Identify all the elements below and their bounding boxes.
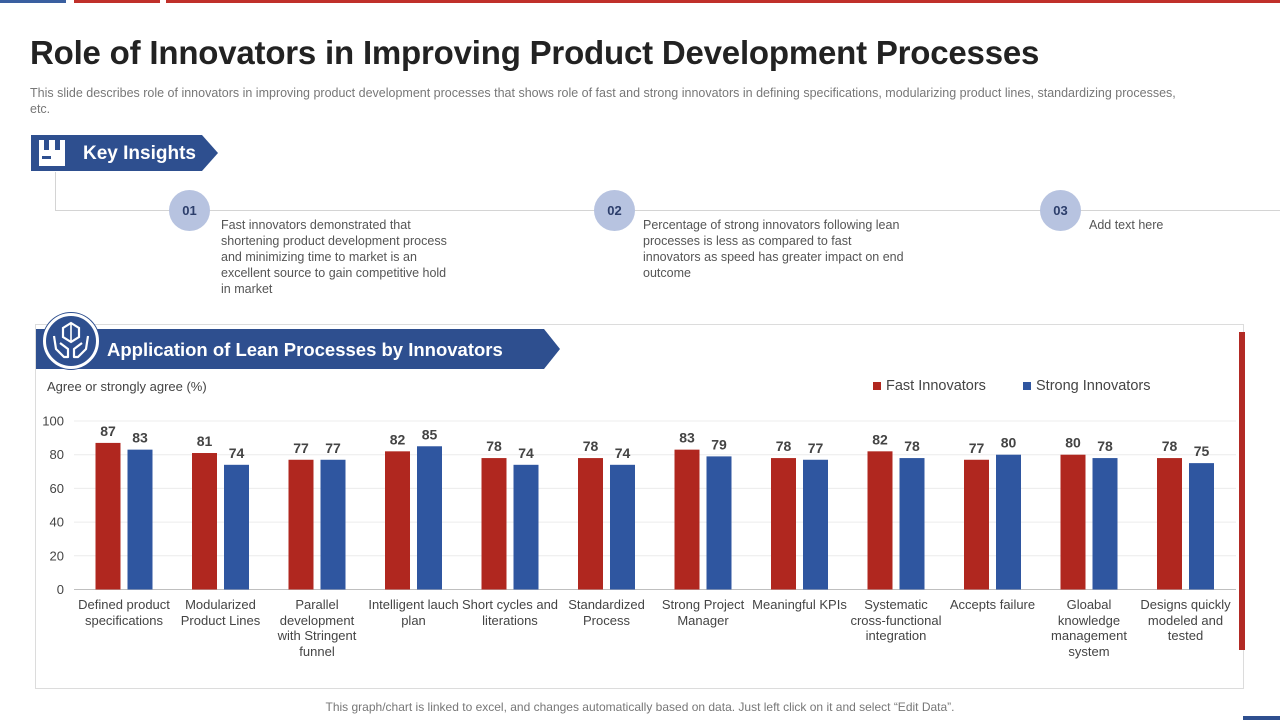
footer-note: This graph/chart is linked to excel, and… bbox=[325, 700, 955, 714]
top-accent-bar bbox=[74, 0, 160, 3]
x-tick-label: Designs quickly modeled and tested bbox=[1140, 597, 1231, 643]
hands-icon bbox=[43, 313, 99, 369]
x-tick-label: Accepts failure bbox=[949, 597, 1036, 612]
legend-label-fast: Fast Innovators bbox=[886, 378, 986, 394]
corner-accent bbox=[1243, 716, 1280, 720]
legend-fast: Fast Innovators bbox=[873, 378, 986, 394]
page-subtitle: This slide describes role of innovators … bbox=[30, 86, 1176, 116]
y-axis-label: Agree or strongly agree (%) bbox=[47, 379, 207, 394]
legend-strong: Strong Innovators bbox=[1023, 378, 1150, 394]
top-accent-bar bbox=[0, 0, 66, 3]
x-tick-label: Parallel development with Stringent funn… bbox=[277, 597, 357, 659]
insight-text-02: Percentage of strong innovators followin… bbox=[643, 218, 904, 280]
x-tick-label: Gloabal knowledge management system bbox=[1051, 597, 1127, 659]
x-tick-label: Meaningful KPIs bbox=[752, 597, 847, 612]
chart-side-accent bbox=[1239, 332, 1245, 650]
legend-swatch-strong bbox=[1023, 382, 1031, 390]
legend-label-strong: Strong Innovators bbox=[1036, 378, 1151, 394]
insight-text-03: Add text here bbox=[1089, 218, 1164, 232]
x-tick-label: Strong Project Manager bbox=[661, 597, 745, 628]
page-title: Role of Innovators in Improving Product … bbox=[30, 34, 1040, 71]
key-insights-label: Key Insights bbox=[83, 143, 196, 164]
lean-processes-banner: Application of Lean Processes by Innovat… bbox=[36, 329, 560, 369]
x-tick-label: Standardized Process bbox=[568, 597, 645, 628]
legend-swatch-fast bbox=[873, 382, 881, 390]
lean-processes-label: Application of Lean Processes by Innovat… bbox=[107, 339, 503, 360]
x-tick-label: Modularized Product Lines bbox=[180, 597, 261, 628]
insight-number-01: 01 bbox=[169, 190, 210, 231]
package-icon bbox=[37, 138, 67, 168]
insight-number-02: 02 bbox=[594, 190, 635, 231]
top-accent-bar bbox=[166, 0, 1280, 3]
x-tick-label: Intelligent lauch plan bbox=[368, 597, 459, 628]
x-tick-label: Short cycles and literations bbox=[461, 597, 559, 628]
insight-number-03: 03 bbox=[1040, 190, 1081, 231]
insight-text-01: Fast innovators demonstrated that shorte… bbox=[221, 218, 447, 296]
x-tick-label: Defined product specifications bbox=[78, 597, 170, 628]
key-insights-banner: Key Insights bbox=[31, 135, 218, 171]
timeline-connector bbox=[55, 172, 56, 211]
x-tick-label: Systematic cross-functional integration bbox=[850, 597, 942, 643]
timeline-line bbox=[55, 210, 1280, 211]
